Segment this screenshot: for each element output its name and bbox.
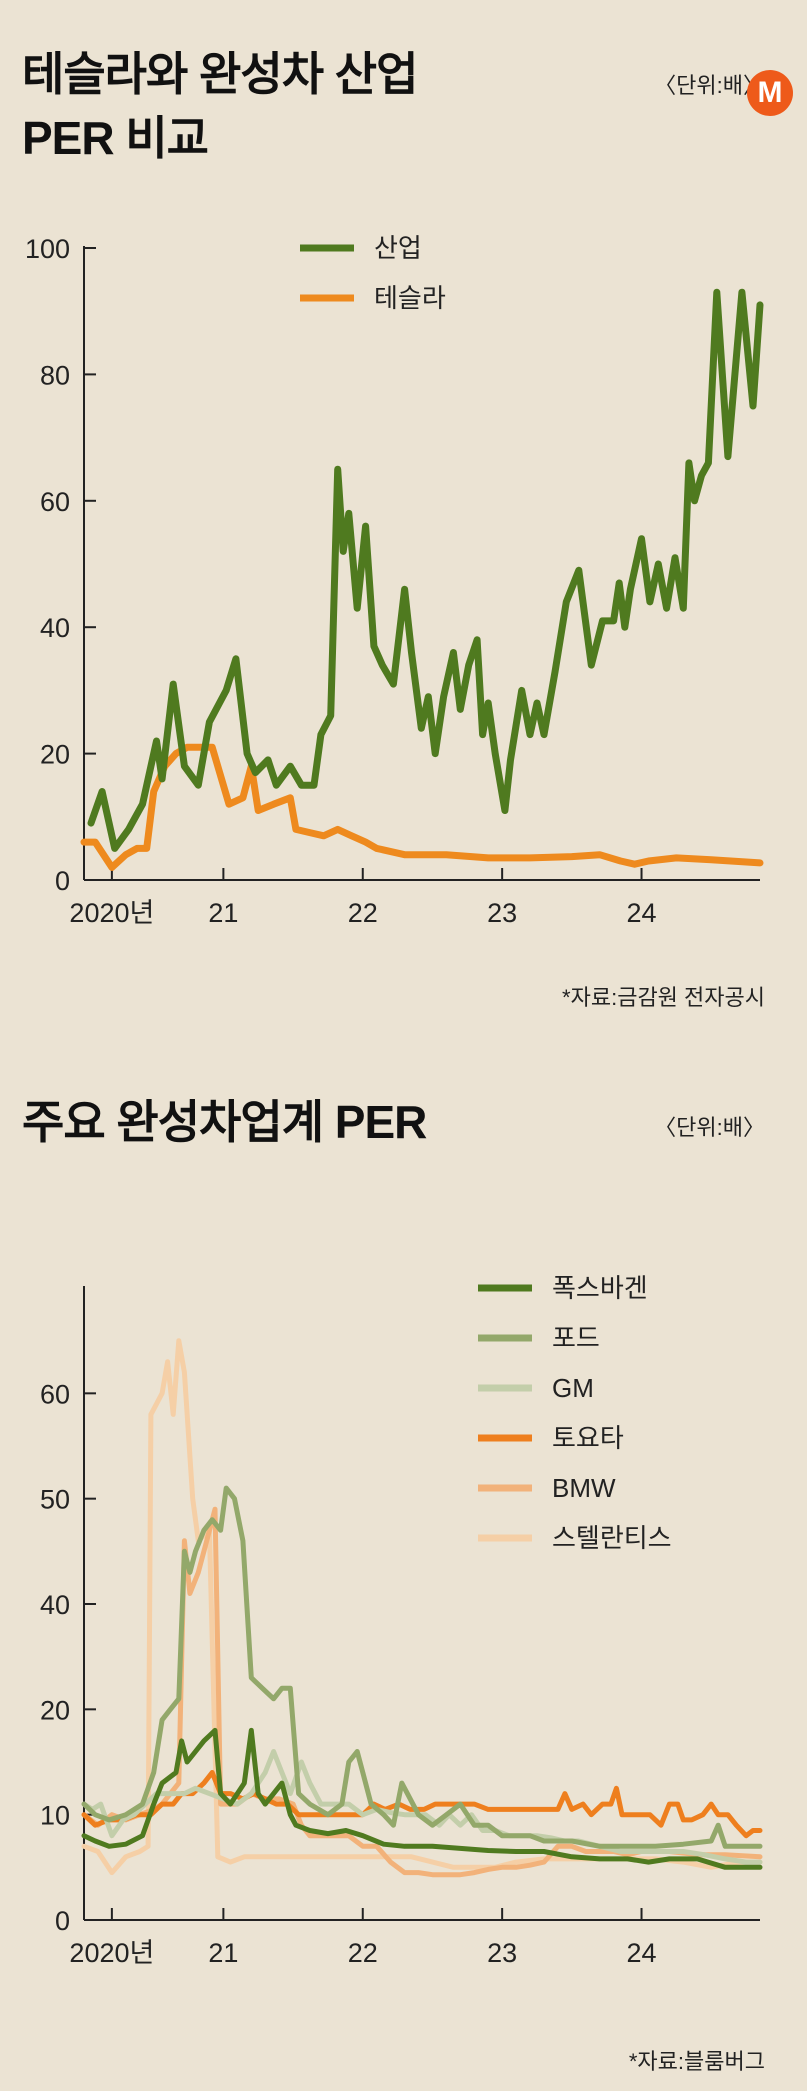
chart1-y-tick-label: 40 [40, 613, 70, 643]
chart2-line-series-1 [81, 1485, 763, 1849]
chart2-unit: 〈단위:배〉 [654, 1115, 765, 1140]
chart2-x-tick-label: 24 [627, 1938, 657, 1968]
chart1-y-tick-label: 20 [40, 740, 70, 770]
chart2-source: *자료:블룸버그 [628, 2049, 765, 2074]
chart2-x-tick-label: 22 [348, 1938, 378, 1968]
chart2-legend-label: 토요타 [552, 1423, 624, 1453]
chart2-y-tick-label: 10 [40, 1801, 70, 1831]
chart1-y-tick-label: 80 [40, 360, 70, 390]
chart1-title-line1: 테슬라와 완성차 산업 [22, 48, 418, 100]
chart2-title: 주요 완성차업계 PER [22, 1096, 427, 1148]
chart2-x-tick-label: 21 [208, 1938, 238, 1968]
chart1-legend-label: 테슬라 [374, 283, 446, 313]
chart2-y-tick-label: 40 [40, 1590, 70, 1620]
chart2-y-tick-label: 60 [40, 1379, 70, 1409]
chart1-x-tick-label: 21 [208, 898, 238, 928]
chart1-x-tick-label: 2020년 [69, 898, 154, 928]
chart2-x-tick-label: 2020년 [69, 1938, 154, 1968]
chart2-legend-label: BMW [552, 1473, 616, 1503]
chart2-legend-label: 포드 [552, 1323, 600, 1353]
chart2-line-series-0 [81, 1727, 763, 1870]
chart1-x-tick-label: 24 [627, 898, 657, 928]
chart1-legend-label: 산업 [374, 233, 422, 263]
chart1-unit: 〈단위:배〉 [654, 73, 765, 98]
chart2-y-tick-label: 0 [55, 1906, 70, 1936]
chart2-legend-label: 폭스바겐 [552, 1273, 648, 1303]
brand-logo: M [747, 70, 793, 116]
chart1-title-line2: PER 비교 [22, 112, 209, 164]
chart1-x-tick-label: 22 [348, 898, 378, 928]
chart1-y-tick-label: 60 [40, 487, 70, 517]
chart2-x-tick-label: 23 [487, 1938, 517, 1968]
chart2-legend-label: 스텔란티스 [552, 1523, 672, 1553]
chart2-y-tick-label: 20 [40, 1695, 70, 1725]
chart1-y-tick-label: 100 [25, 234, 70, 264]
chart2-line-series-3 [81, 1770, 763, 1839]
chart2-legend-label: GM [552, 1373, 594, 1403]
chart1-line-series-1 [80, 743, 764, 871]
chart1-x-tick-label: 23 [487, 898, 517, 928]
chart1-line-series-0 [87, 288, 764, 852]
chart2-y-tick-label: 50 [40, 1485, 70, 1515]
chart1-source: *자료:금감원 전자공시 [562, 985, 765, 1010]
chart1-y-tick-label: 0 [55, 866, 70, 896]
